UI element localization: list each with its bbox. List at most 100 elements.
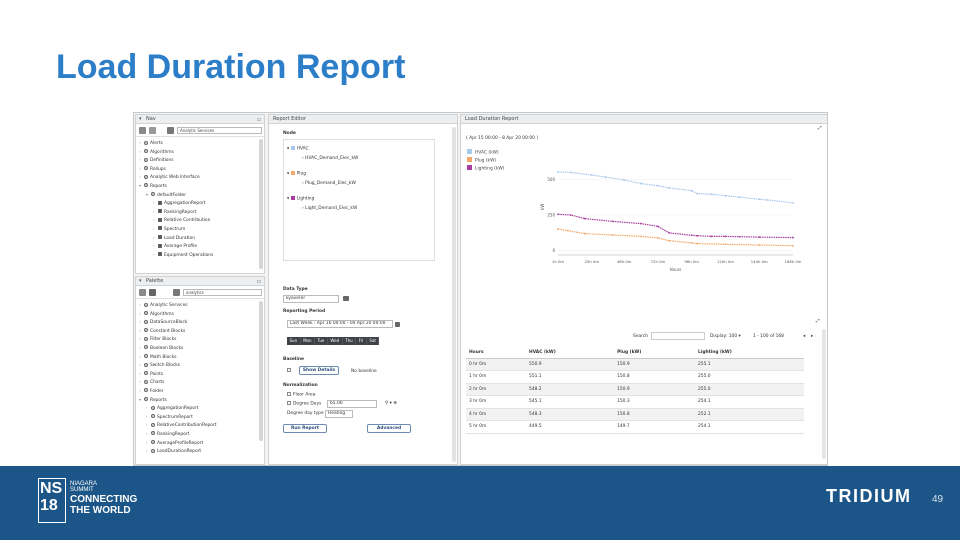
legend-label[interactable]: Plug (kW): [475, 158, 496, 164]
palette-tree-item[interactable]: › Boolean Blocks: [136, 344, 264, 353]
date-picker-icon[interactable]: [395, 322, 400, 327]
palette-tree-item[interactable]: › SpectrumReport: [136, 413, 264, 422]
home-icon[interactable]: [139, 127, 146, 134]
sync-icon[interactable]: [149, 127, 156, 134]
node-group-plug[interactable]: ▾ Plug: [287, 171, 307, 177]
chevron-down-icon[interactable]: ▾: [146, 191, 149, 197]
node-group-lighting[interactable]: ▾ Lighting: [287, 196, 315, 202]
palette-tree-item[interactable]: › AggregationReport: [136, 404, 264, 413]
day-toggle[interactable]: Sat: [366, 337, 380, 345]
palette-tree-item[interactable]: › Charts: [136, 378, 264, 387]
station-icon[interactable]: [167, 127, 174, 134]
chevron-right-icon[interactable]: ›: [146, 413, 148, 419]
report-scrollbar[interactable]: [822, 329, 826, 459]
collapse-icon[interactable]: ▾: [139, 116, 142, 122]
palette-tree-item[interactable]: › Points: [136, 370, 264, 379]
chevron-right-icon[interactable]: ›: [139, 362, 141, 368]
day-toggle[interactable]: Tue: [315, 337, 328, 345]
day-toggle[interactable]: Wed: [327, 337, 343, 345]
nav-tree-item[interactable]: › Spectrum: [136, 225, 264, 234]
chevron-right-icon[interactable]: ›: [153, 251, 155, 257]
expand-icon[interactable]: ⤢: [818, 126, 822, 131]
floor-area-option[interactable]: Floor Area: [287, 392, 315, 398]
chevron-right-icon[interactable]: ›: [139, 387, 141, 393]
chevron-down-icon[interactable]: ▾: [139, 182, 142, 188]
chevron-down-icon[interactable]: ▾: [139, 396, 142, 402]
palette-tree-item[interactable]: › Math Blocks: [136, 353, 264, 362]
table-row[interactable]: 3 hr 0m 545.1 150.3 254.1: [466, 395, 804, 409]
table-row[interactable]: 2 hr 0m 548.2 150.9 255.0: [466, 383, 804, 396]
table-row[interactable]: 0 hr 0m 550.9 150.9 255.1: [466, 358, 804, 371]
legend-label[interactable]: HVAC (kW): [475, 150, 499, 156]
palette-module-icon[interactable]: [173, 289, 180, 296]
nav-tree-item[interactable]: › AggregationReport: [136, 199, 264, 208]
node-group-hvac[interactable]: ▾ HVAC: [287, 146, 309, 152]
day-toggle[interactable]: Mon: [300, 337, 316, 345]
chevron-right-icon[interactable]: ›: [139, 174, 141, 180]
nav-tree-item[interactable]: ▾ Reports: [136, 182, 264, 191]
editor-scrollbar[interactable]: [452, 127, 456, 462]
folder-icon[interactable]: [139, 289, 146, 296]
reporting-period-field[interactable]: Last Week : Apr 16 00:00 - 04 Apr 20 00:…: [287, 320, 393, 328]
degree-days-option[interactable]: Degree Days: [287, 401, 321, 407]
nav-tree-item[interactable]: › Average Profile: [136, 242, 264, 251]
table-row[interactable]: 4 hr 0m 548.3 150.8 252.1: [466, 408, 804, 421]
palette-tree-item[interactable]: › Folder: [136, 387, 264, 396]
palette-tree-item[interactable]: › RankingReport: [136, 430, 264, 439]
day-toggle[interactable]: Sun: [287, 337, 301, 345]
chevron-right-icon[interactable]: ›: [153, 234, 155, 240]
chevron-right-icon[interactable]: ›: [153, 217, 155, 223]
column-header[interactable]: Plug (kW): [614, 347, 696, 359]
show-details-button[interactable]: Show Details: [299, 366, 339, 375]
chevron-right-icon[interactable]: ›: [139, 379, 141, 385]
chevron-right-icon[interactable]: ›: [139, 302, 141, 307]
palette-select[interactable]: analytics: [183, 289, 262, 296]
chevron-right-icon[interactable]: ›: [139, 327, 141, 333]
nav-tree-item[interactable]: › Relative Contribution: [136, 216, 264, 225]
close-icon[interactable]: ▫: [256, 116, 261, 123]
nav-tree-item[interactable]: › Load Duration: [136, 234, 264, 243]
table-row[interactable]: 5 hr 0m 449.5 149.7 254.1: [466, 420, 804, 434]
nav-tree-item[interactable]: › Analytic Web Interface: [136, 173, 264, 182]
close-icon[interactable]: ▫: [256, 278, 261, 285]
day-toggle[interactable]: Thu: [342, 337, 357, 345]
chevron-right-icon[interactable]: ›: [139, 165, 141, 171]
palette-tree-item[interactable]: › LoadDurationReport: [136, 447, 264, 456]
day-toggle[interactable]: Fri: [356, 337, 367, 345]
nav-tree-item[interactable]: › Algorithms: [136, 148, 264, 157]
nav-tree-item[interactable]: › Rollups: [136, 165, 264, 174]
palette-tree-item[interactable]: › AverageProfileReport: [136, 439, 264, 448]
chevron-right-icon[interactable]: ›: [139, 157, 141, 163]
palette-tree-item[interactable]: › Constant Blocks: [136, 327, 264, 336]
chevron-right-icon[interactable]: ›: [139, 140, 141, 145]
nav-tree-item[interactable]: › RankingReport: [136, 208, 264, 217]
column-header[interactable]: Hours: [466, 347, 527, 359]
palette-tree-item[interactable]: › RelativeContributionReport: [136, 421, 264, 430]
node-plug-point[interactable]: › Plug_Demand_Elec_kW: [302, 181, 356, 186]
close-palette-icon[interactable]: [149, 289, 156, 296]
degree-day-type-select[interactable]: Heating: [325, 410, 353, 418]
nav-root-select[interactable]: Analytic Services: [177, 127, 262, 134]
nav-tree-item[interactable]: › Alerts: [136, 139, 264, 148]
nav-tree-item[interactable]: ▾ defaultFolder: [136, 191, 264, 200]
chevron-right-icon[interactable]: ›: [146, 448, 148, 454]
chevron-right-icon[interactable]: ›: [139, 370, 141, 376]
collapse-icon[interactable]: ▾: [139, 278, 142, 284]
floor-area-checkbox[interactable]: [287, 392, 291, 396]
palette-tree-item[interactable]: › DataSourceBlock: [136, 318, 264, 327]
advanced-button[interactable]: Advanced: [367, 424, 411, 433]
chevron-right-icon[interactable]: ›: [146, 430, 148, 436]
chevron-right-icon[interactable]: ›: [139, 344, 141, 350]
palette-scrollbar[interactable]: [259, 301, 263, 441]
chevron-right-icon[interactable]: ›: [139, 310, 141, 316]
degree-days-checkbox[interactable]: [287, 401, 291, 405]
table-row[interactable]: 1 hr 0m 551.1 150.8 255.0: [466, 370, 804, 384]
chevron-right-icon[interactable]: ›: [146, 422, 148, 428]
chevron-right-icon[interactable]: ›: [139, 148, 141, 154]
nav-tree-item[interactable]: › Definitions: [136, 156, 264, 165]
prev-page-icon[interactable]: ◂: [803, 334, 806, 339]
node-hvac-point[interactable]: › HVAC_Demand_Elec_kW: [302, 156, 359, 161]
search-input[interactable]: [651, 332, 705, 340]
degree-days-field[interactable]: 65.00: [327, 400, 377, 408]
chevron-right-icon[interactable]: ›: [139, 336, 141, 342]
